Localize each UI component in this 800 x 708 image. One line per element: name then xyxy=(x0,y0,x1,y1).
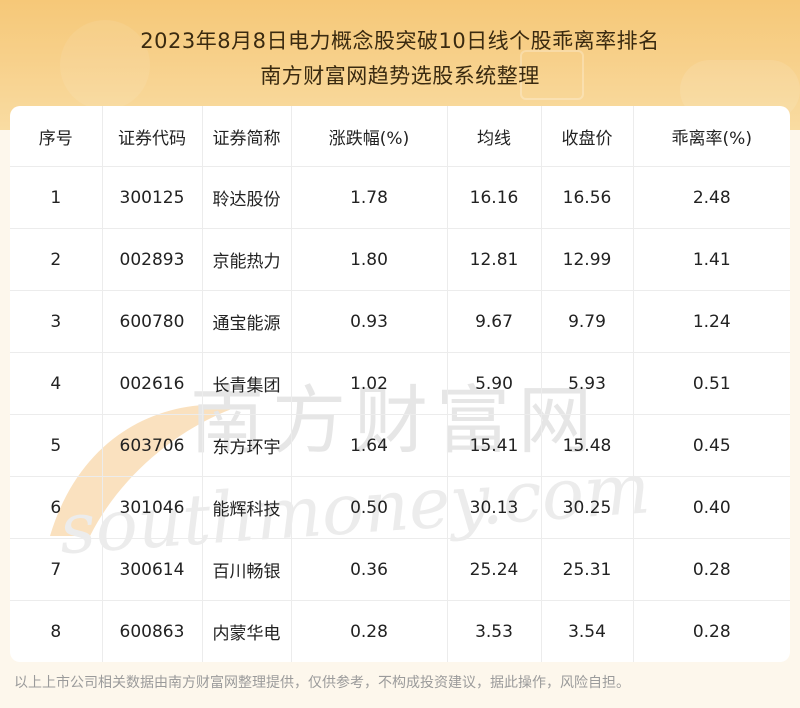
page-subtitle: 南方财富网趋势选股系统整理 xyxy=(260,64,540,88)
cell-close-price: 5.93 xyxy=(541,352,634,415)
cell-rank: 8 xyxy=(10,600,103,662)
cell-bias-rate: 0.51 xyxy=(633,352,790,415)
cell-close-price: 25.31 xyxy=(541,538,634,601)
cell-rank: 4 xyxy=(10,352,103,415)
cell-moving-average: 12.81 xyxy=(447,228,542,291)
cell-rank: 1 xyxy=(10,166,103,229)
cell-moving-average: 15.41 xyxy=(447,414,542,477)
column-header-moving-average: 均线 xyxy=(447,106,542,167)
cell-close-price: 12.99 xyxy=(541,228,634,291)
cell-name: 通宝能源 xyxy=(202,290,292,353)
column-header-bias-rate: 乖离率(%) xyxy=(633,106,790,167)
column-header-change-pct: 涨跌幅(%) xyxy=(291,106,448,167)
cell-code: 300614 xyxy=(102,538,203,601)
table-card: 南方财富网 southmoney.com 序号 证券代码 证券简称 涨跌幅(%)… xyxy=(10,106,790,662)
cell-close-price: 16.56 xyxy=(541,166,634,229)
cell-code: 600863 xyxy=(102,600,203,662)
cell-moving-average: 25.24 xyxy=(447,538,542,601)
cell-rank: 3 xyxy=(10,290,103,353)
cell-moving-average: 30.13 xyxy=(447,476,542,539)
table-row: 4 002616 长青集团 1.02 5.90 5.93 0.51 xyxy=(10,352,790,415)
table-row: 3 600780 通宝能源 0.93 9.67 9.79 1.24 xyxy=(10,290,790,353)
cell-close-price: 30.25 xyxy=(541,476,634,539)
column-header-rank: 序号 xyxy=(10,106,103,167)
cell-code: 002893 xyxy=(102,228,203,291)
cell-change-pct: 0.36 xyxy=(291,538,448,601)
cell-name: 能辉科技 xyxy=(202,476,292,539)
cell-name: 聆达股份 xyxy=(202,166,292,229)
cell-change-pct: 1.78 xyxy=(291,166,448,229)
cell-name: 京能热力 xyxy=(202,228,292,291)
cell-name: 长青集团 xyxy=(202,352,292,415)
cell-code: 600780 xyxy=(102,290,203,353)
cell-bias-rate: 0.28 xyxy=(692,621,731,642)
cell-close-price: 9.79 xyxy=(541,290,634,353)
column-header-close-price: 收盘价 xyxy=(541,106,634,167)
cell-change-pct: 1.80 xyxy=(291,228,448,291)
cell-code: 002616 xyxy=(102,352,203,415)
cell-close-price: 15.48 xyxy=(541,414,634,477)
table-row: 2 002893 京能热力 1.80 12.81 12.99 1.41 xyxy=(10,228,790,291)
cell-bias-rate: 1.24 xyxy=(633,290,790,353)
column-header-name: 证券简称 xyxy=(202,106,292,167)
cell-code: 300125 xyxy=(102,166,203,229)
table-row: 6 301046 能辉科技 0.50 30.13 30.25 0.40 xyxy=(10,476,790,539)
cell-moving-average: 3.53 xyxy=(447,600,542,662)
cell-close-price: 3.54 xyxy=(541,600,634,662)
disclaimer-text: 以上上市公司相关数据由南方财富网整理提供，仅供参考，不构成投资建议，据此操作，风… xyxy=(14,675,630,691)
cell-rank: 5 xyxy=(10,414,103,477)
table-row: 8 600863 内蒙华电 0.28 3.53 3.54 0.28 xyxy=(10,600,790,662)
table-header-row: 序号 证券代码 证券简称 涨跌幅(%) 均线 收盘价 乖离率(%) xyxy=(10,106,790,167)
cell-change-pct: 0.93 xyxy=(291,290,448,353)
cell-change-pct: 0.28 xyxy=(291,600,448,662)
header-decoration xyxy=(60,20,150,110)
column-header-code: 证券代码 xyxy=(102,106,203,167)
cell-bias-rate: 1.41 xyxy=(633,228,790,291)
cell-moving-average: 16.16 xyxy=(447,166,542,229)
cell-change-pct: 1.64 xyxy=(291,414,448,477)
ranking-table: 序号 证券代码 证券简称 涨跌幅(%) 均线 收盘价 乖离率(%) 1 3001… xyxy=(10,106,790,662)
cell-name: 东方环宇 xyxy=(202,414,292,477)
cell-name: 内蒙华电 xyxy=(202,600,292,662)
cell-code: 603706 xyxy=(102,414,203,477)
cell-rank: 6 xyxy=(10,476,103,539)
cell-moving-average: 5.90 xyxy=(447,352,542,415)
cell-moving-average: 9.67 xyxy=(447,290,542,353)
cell-change-pct: 1.02 xyxy=(291,352,448,415)
table-row: 5 603706 东方环宇 1.64 15.41 15.48 0.45 xyxy=(10,414,790,477)
cell-bias-rate: 0.45 xyxy=(633,414,790,477)
cell-rank: 2 xyxy=(10,228,103,291)
cell-bias-rate: 2.48 xyxy=(633,166,790,229)
page-title: 2023年8月8日电力概念股突破10日线个股乖离率排名 xyxy=(140,29,660,53)
cell-change-pct: 0.50 xyxy=(291,476,448,539)
cell-name: 百川畅银 xyxy=(202,538,292,601)
table-row: 1 300125 聆达股份 1.78 16.16 16.56 2.48 xyxy=(10,166,790,229)
cell-rank: 7 xyxy=(10,538,103,601)
cell-code: 301046 xyxy=(102,476,203,539)
cell-bias-rate: 0.28 xyxy=(633,538,790,601)
table-row: 7 300614 百川畅银 0.36 25.24 25.31 0.28 xyxy=(10,538,790,601)
cell-bias-rate: 0.40 xyxy=(633,476,790,539)
header-decoration xyxy=(520,50,584,100)
